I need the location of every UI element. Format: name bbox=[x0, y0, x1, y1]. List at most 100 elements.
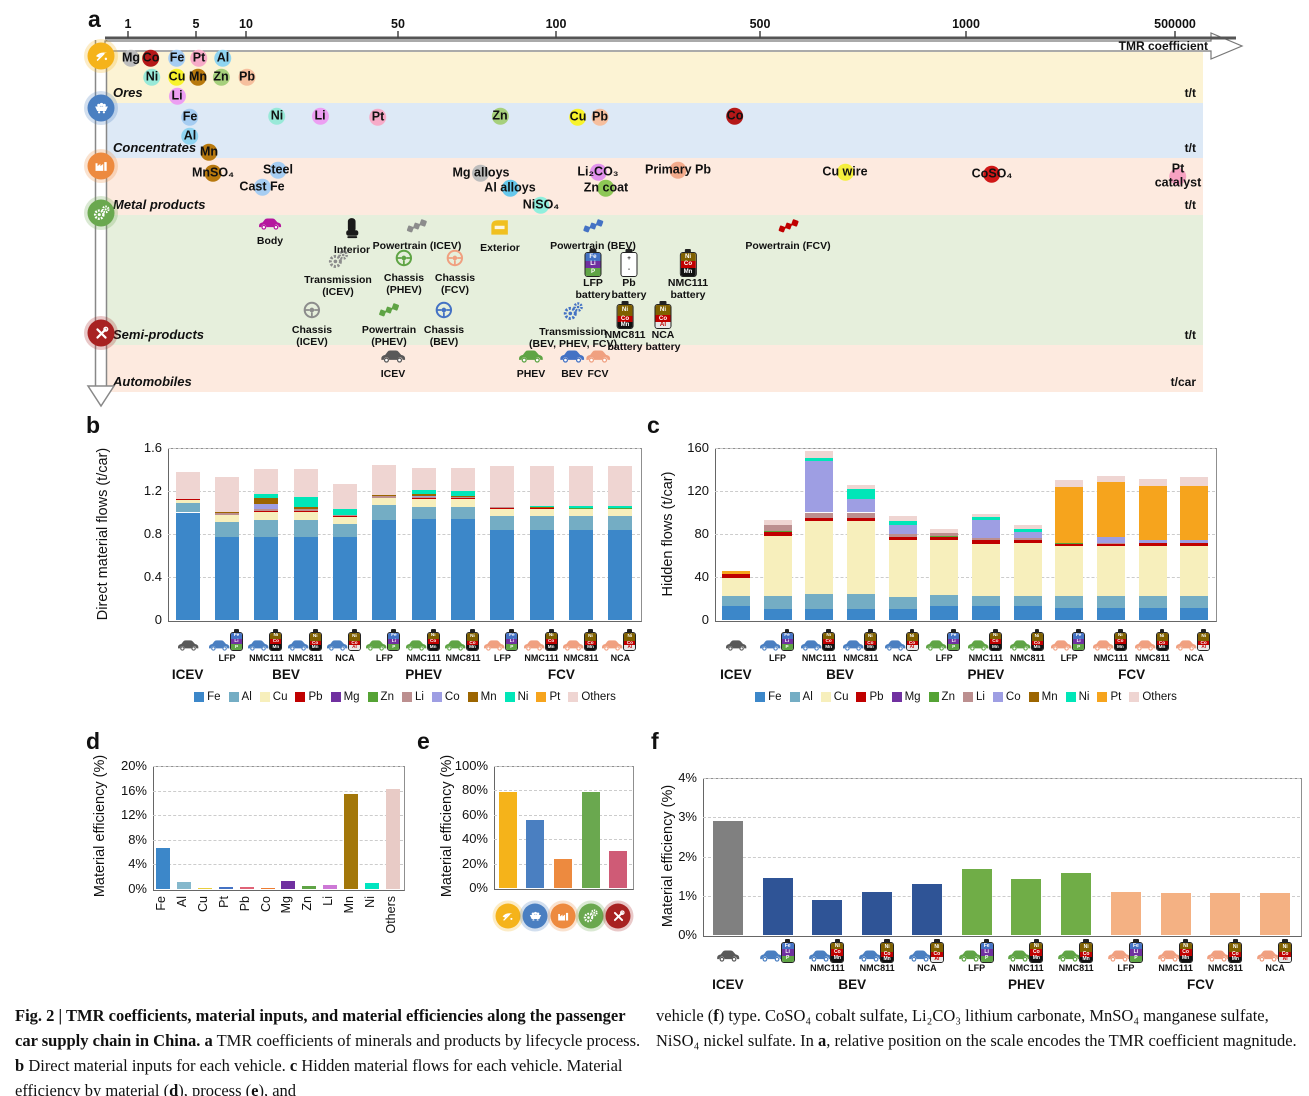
bar-segment-Mn bbox=[372, 495, 397, 497]
car-icon bbox=[966, 638, 990, 656]
car-icon bbox=[1106, 949, 1132, 967]
chip-Zn: Zn bbox=[491, 107, 509, 125]
y-tick-label: 8% bbox=[128, 831, 147, 847]
chip-Pt: Pt bbox=[190, 49, 208, 67]
bar-segment-Fe bbox=[930, 606, 959, 620]
gridline bbox=[153, 790, 403, 792]
automobile-label: ICEV bbox=[380, 368, 406, 380]
caption-bold-run: a bbox=[818, 1031, 827, 1051]
battery-sublabel: LFP bbox=[375, 653, 393, 663]
bar-segment-Al bbox=[175, 503, 200, 513]
battery-NMC811-icon: Ni Co Mn bbox=[308, 629, 322, 651]
bar-bev bbox=[762, 878, 793, 935]
bar-segment-Li bbox=[846, 512, 875, 518]
battery-icon-slot: Ni Co Mn bbox=[1079, 939, 1094, 963]
gridline bbox=[715, 577, 1215, 578]
battery-icon-slot: Ni Co Mn bbox=[863, 629, 877, 651]
panel-label-d: d bbox=[86, 728, 101, 754]
car-icon bbox=[759, 640, 780, 651]
y-axis-title-d: Material efficiency (%) bbox=[92, 754, 108, 898]
bar-segment-Al bbox=[333, 524, 357, 538]
bar-segment-Fe bbox=[254, 537, 279, 620]
bar-segment-Zn bbox=[1055, 542, 1084, 544]
car-icon bbox=[801, 640, 822, 651]
bar-segment-Pb bbox=[846, 517, 875, 522]
plot-area-d bbox=[153, 766, 405, 891]
battery-sublabel: NMC111 bbox=[524, 653, 559, 663]
battery-icon-slot: Fe Li P bbox=[1072, 629, 1086, 651]
bar-bev-nmc811 bbox=[862, 891, 893, 935]
battery-NCA-icon: Ni Co Al bbox=[654, 301, 672, 329]
battery-NMC811-icon: Ni Co Mn bbox=[616, 301, 634, 329]
gridline bbox=[168, 448, 640, 449]
bar-segment-Ni bbox=[888, 521, 917, 526]
bar-segment-Pb bbox=[490, 507, 515, 509]
steering-icon bbox=[435, 301, 453, 324]
semi-item-lfp: Fe Li P LFP battery bbox=[575, 249, 611, 302]
bar-segment-Pb bbox=[254, 510, 279, 512]
automobile-label: BEV bbox=[561, 368, 583, 380]
car-icon bbox=[924, 638, 948, 656]
car-icon bbox=[522, 638, 546, 656]
battery-NMC811-icon: Ni Co Mn bbox=[466, 629, 479, 651]
battery-icon-slot: Ni Co Al bbox=[623, 629, 637, 651]
bar-segment-Ni bbox=[293, 497, 318, 508]
bar-segment-Al bbox=[608, 515, 633, 530]
y-tick-label: 16% bbox=[120, 782, 147, 798]
legend-item-Li: Li bbox=[962, 691, 985, 703]
x-tick-label-Pb: Pb bbox=[237, 896, 252, 912]
bar-segment-Mn bbox=[411, 493, 436, 497]
bar-segment-Fe bbox=[846, 609, 875, 620]
car-icon bbox=[1176, 640, 1197, 651]
gridline bbox=[494, 839, 632, 841]
car-icon bbox=[1257, 950, 1280, 962]
battery-icon-slot: Ni Co Mn bbox=[466, 629, 479, 651]
bar-segment-Zn bbox=[569, 507, 593, 509]
bar-segment-Cu bbox=[254, 511, 279, 521]
bar-segment-Ni bbox=[333, 508, 357, 515]
y-tick-label: 0 bbox=[154, 612, 162, 627]
car-icon bbox=[958, 950, 981, 962]
battery-icon-slot: Ni Co Mn bbox=[1029, 939, 1044, 963]
y-tick-label: 4% bbox=[128, 856, 147, 872]
bar-segment-Cu bbox=[763, 536, 792, 597]
bar-Zn bbox=[302, 885, 317, 889]
caption-run: TMR coefficients of minerals and product… bbox=[212, 1031, 641, 1051]
semi-item-label: Transmission (ICEV) bbox=[304, 274, 372, 298]
car-icon bbox=[1006, 949, 1032, 967]
caption-run: vehicle ( bbox=[656, 1006, 714, 1025]
bar-segment-Pb bbox=[529, 508, 554, 510]
group-label-fcv: FCV bbox=[547, 667, 575, 682]
bar-segment-Others bbox=[1013, 525, 1042, 529]
legend-item-Pt: Pt bbox=[1097, 691, 1121, 703]
bar-segment-Ni bbox=[805, 457, 834, 461]
car-icon bbox=[1108, 950, 1131, 962]
semi-item-label: Powertrain (ICEV) bbox=[372, 240, 462, 253]
bar-segment-Fe bbox=[372, 520, 397, 620]
tmr-scale-tick: 500 bbox=[749, 17, 771, 31]
bar-phev-nmc811 bbox=[1061, 872, 1092, 935]
automobile-label: FCV bbox=[587, 368, 609, 380]
battery-LFP-icon: Fe Li P bbox=[947, 629, 961, 651]
bar-segment-Li bbox=[215, 512, 239, 516]
group-label-icev: ICEV bbox=[720, 667, 752, 682]
y-tick-label: 12% bbox=[120, 807, 147, 823]
y-tick-label: 0.8 bbox=[143, 526, 162, 541]
gridline bbox=[153, 766, 403, 767]
semi-item-label: Interior bbox=[333, 244, 371, 256]
steering-icon bbox=[303, 301, 321, 324]
bar-segment-Al bbox=[846, 594, 875, 610]
gridline bbox=[494, 814, 632, 816]
semi-item-chassis: Chassis (PHEV) bbox=[384, 249, 424, 297]
group-label-icev: ICEV bbox=[712, 977, 744, 992]
bar-segment-Fe bbox=[1055, 608, 1084, 620]
bar-segment-Others bbox=[569, 466, 593, 507]
battery-LFP-icon: Fe Li P bbox=[584, 249, 602, 277]
bar-segment-Li bbox=[372, 495, 397, 498]
bar-segment-Al bbox=[529, 515, 554, 530]
car-icon bbox=[725, 640, 747, 651]
bar-fcv-nmc811 bbox=[1210, 893, 1241, 935]
battery-icon-slot: Ni Co Mn bbox=[426, 629, 440, 651]
battery-sublabel: NMC111 bbox=[1158, 963, 1193, 973]
car-icon bbox=[519, 350, 544, 363]
